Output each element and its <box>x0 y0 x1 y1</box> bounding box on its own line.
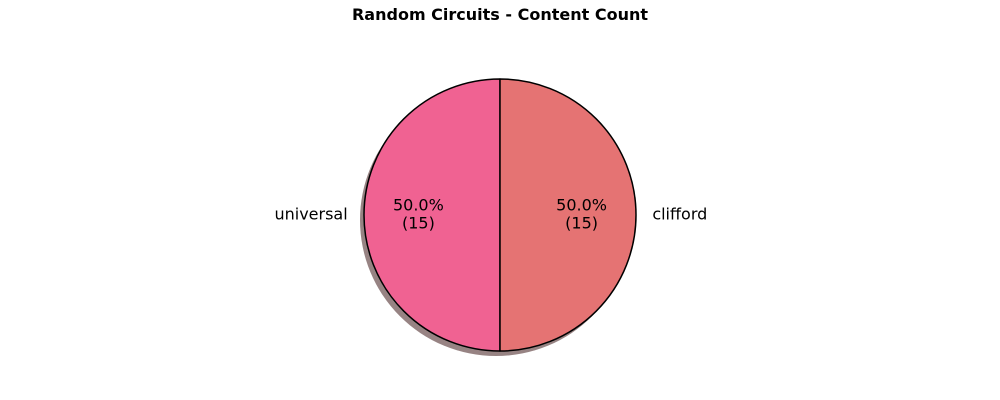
slice-count-universal: (15) <box>402 214 435 233</box>
slice-count-clifford: (15) <box>565 214 598 233</box>
slice-percent-universal: 50.0% <box>393 196 444 215</box>
pie-slice-universal <box>363 78 501 352</box>
slice-label-universal: universal <box>274 205 347 224</box>
pie-slice-clifford <box>499 78 637 352</box>
chart-title: Random Circuits - Content Count <box>352 5 648 24</box>
pie-slices <box>363 78 637 352</box>
slice-label-clifford: clifford <box>652 205 707 224</box>
slice-percent-clifford: 50.0% <box>556 196 607 215</box>
